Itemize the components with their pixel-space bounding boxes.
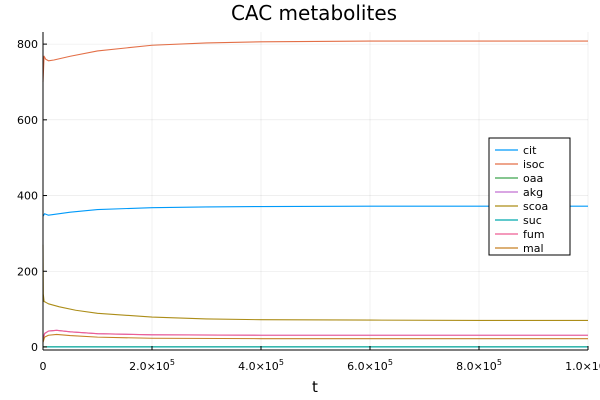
y-tick-label-0: 0 <box>31 341 38 354</box>
x-tick-label-1: 2.0×105 <box>129 358 175 373</box>
legend-label-fum: fum <box>523 228 545 241</box>
legend-label-oaa: oaa <box>523 172 543 185</box>
x-tick-label-5: 1.0×106 <box>565 358 600 373</box>
x-tick-label-2: 4.0×105 <box>238 358 284 373</box>
series-line-isoc <box>42 40 588 82</box>
legend-label-cit: cit <box>523 144 537 157</box>
chart-title: CAC metabolites <box>231 1 397 25</box>
y-tick-label-2: 400 <box>17 190 38 203</box>
series-line-scoa <box>42 244 588 322</box>
legend-label-scoa: scoa <box>523 200 548 213</box>
legend-label-akg: akg <box>523 186 543 199</box>
series-line-mal <box>42 333 588 343</box>
tick-labels: 0 200 400 600 800 0 2.0×105 4.0×105 6.0×105 8.0×1… <box>17 38 600 373</box>
x-axis-label: t <box>312 378 318 396</box>
legend-label-isoc: isoc <box>523 158 545 171</box>
y-tick-label-3: 600 <box>17 114 38 127</box>
series-line-fum <box>42 329 588 340</box>
legend-box <box>488 137 571 256</box>
x-tick-label-4: 8.0×105 <box>456 358 502 373</box>
x-tick-label-0: 0 <box>40 360 47 373</box>
y-tick-label-4: 800 <box>17 38 38 51</box>
y-tick-label-1: 200 <box>17 265 38 278</box>
legend-label-suc: suc <box>523 214 542 227</box>
legend-label-mal: mal <box>523 242 544 255</box>
series-line-cit <box>42 205 588 217</box>
x-tick-label-3: 6.0×105 <box>347 358 393 373</box>
